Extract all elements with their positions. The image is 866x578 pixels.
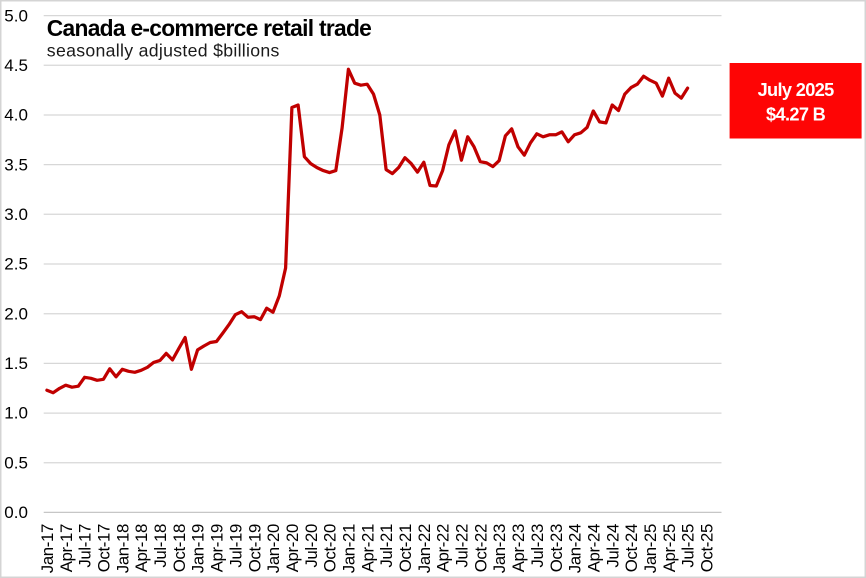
- svg-text:Oct-18: Oct-18: [170, 524, 189, 572]
- svg-text:2.5: 2.5: [4, 255, 28, 274]
- svg-text:Jul-24: Jul-24: [603, 524, 622, 568]
- svg-text:Apr-22: Apr-22: [434, 524, 453, 572]
- svg-text:Jan-23: Jan-23: [490, 524, 509, 573]
- svg-text:Jan-21: Jan-21: [340, 524, 359, 573]
- svg-text:Oct-23: Oct-23: [547, 524, 566, 572]
- svg-text:Jan-18: Jan-18: [113, 524, 132, 573]
- svg-text:seasonally adjusted $billions: seasonally adjusted $billions: [47, 41, 280, 61]
- svg-text:Jul-23: Jul-23: [528, 524, 547, 568]
- svg-text:Jul-17: Jul-17: [76, 524, 95, 568]
- svg-text:Oct-17: Oct-17: [95, 524, 114, 572]
- svg-text:5.0: 5.0: [4, 6, 28, 25]
- svg-text:Jan-22: Jan-22: [415, 524, 434, 573]
- svg-text:0.5: 0.5: [4, 453, 28, 472]
- svg-text:3.5: 3.5: [4, 155, 28, 174]
- svg-text:Jul-18: Jul-18: [151, 524, 170, 568]
- svg-text:Jan-24: Jan-24: [566, 524, 585, 573]
- svg-text:Oct-25: Oct-25: [698, 524, 717, 572]
- svg-text:1.5: 1.5: [4, 354, 28, 373]
- svg-text:July 2025: July 2025: [758, 80, 835, 100]
- svg-text:Canada e-commerce retail trade: Canada e-commerce retail trade: [47, 15, 371, 41]
- svg-text:Apr-18: Apr-18: [132, 524, 151, 572]
- svg-text:Jul-21: Jul-21: [377, 524, 396, 568]
- svg-text:Apr-17: Apr-17: [57, 524, 76, 572]
- svg-text:Oct-24: Oct-24: [622, 524, 641, 572]
- svg-text:Jul-25: Jul-25: [679, 524, 698, 568]
- svg-text:Apr-24: Apr-24: [584, 524, 603, 572]
- svg-text:Apr-20: Apr-20: [283, 524, 302, 572]
- svg-text:0.0: 0.0: [4, 503, 28, 522]
- svg-text:Apr-23: Apr-23: [509, 524, 528, 572]
- svg-text:4.0: 4.0: [4, 106, 28, 125]
- svg-text:Jul-19: Jul-19: [226, 524, 245, 568]
- svg-text:2.0: 2.0: [4, 304, 28, 323]
- svg-text:1.0: 1.0: [4, 404, 28, 423]
- svg-text:4.5: 4.5: [4, 56, 28, 75]
- svg-text:Jul-22: Jul-22: [453, 524, 472, 568]
- svg-text:Apr-21: Apr-21: [358, 524, 377, 572]
- svg-text:3.0: 3.0: [4, 205, 28, 224]
- svg-text:Jul-20: Jul-20: [302, 524, 321, 568]
- svg-text:Jan-25: Jan-25: [641, 524, 660, 573]
- svg-text:Jan-17: Jan-17: [38, 524, 57, 573]
- svg-text:Oct-20: Oct-20: [321, 524, 340, 572]
- svg-text:Oct-21: Oct-21: [396, 524, 415, 572]
- svg-text:Apr-19: Apr-19: [208, 524, 227, 572]
- svg-text:Oct-22: Oct-22: [471, 524, 490, 572]
- svg-text:Jan-19: Jan-19: [189, 524, 208, 573]
- svg-text:Oct-19: Oct-19: [245, 524, 264, 572]
- svg-text:Apr-25: Apr-25: [660, 524, 679, 572]
- svg-text:Jan-20: Jan-20: [264, 524, 283, 573]
- svg-text:$4.27 B: $4.27 B: [766, 105, 826, 125]
